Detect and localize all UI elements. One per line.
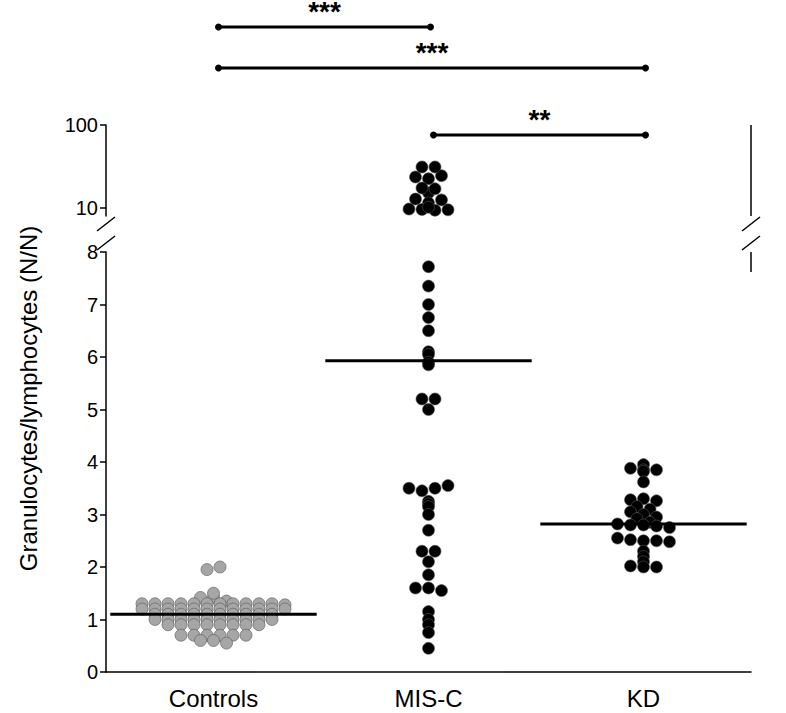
- svg-text:***: ***: [416, 37, 449, 68]
- svg-text:KD: KD: [627, 685, 660, 712]
- svg-text:**: **: [529, 104, 551, 135]
- svg-text:Controls: Controls: [169, 685, 258, 712]
- svg-text:8: 8: [87, 241, 98, 263]
- svg-text:3: 3: [87, 504, 98, 526]
- svg-text:1: 1: [87, 609, 98, 631]
- svg-text:MIS-C: MIS-C: [395, 685, 463, 712]
- svg-text:6: 6: [87, 346, 98, 368]
- svg-text:***: ***: [308, 0, 341, 27]
- svg-text:Granulocytes/lymphocytes (N/N): Granulocytes/lymphocytes (N/N): [15, 226, 42, 571]
- svg-text:5: 5: [87, 399, 98, 421]
- svg-text:4: 4: [87, 451, 98, 473]
- svg-text:10: 10: [76, 197, 98, 219]
- svg-text:7: 7: [87, 294, 98, 316]
- svg-text:0: 0: [87, 661, 98, 683]
- svg-text:2: 2: [87, 556, 98, 578]
- svg-text:100: 100: [65, 114, 98, 136]
